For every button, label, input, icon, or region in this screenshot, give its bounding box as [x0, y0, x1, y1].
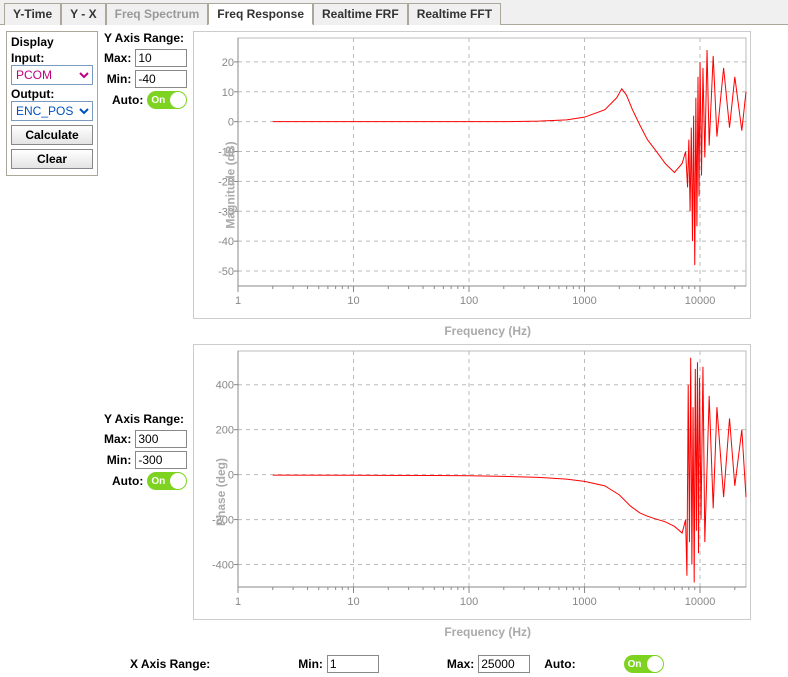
- mag-max-input[interactable]: [135, 49, 187, 67]
- xrange-title: X Axis Range:: [130, 657, 210, 671]
- svg-text:100: 100: [460, 596, 478, 608]
- tab-y-time[interactable]: Y-Time: [4, 3, 61, 25]
- magnitude-chart: Magnitude (dB) -50-40-30-20-100102011010…: [193, 31, 782, 338]
- phase-range-title: Y Axis Range:: [104, 412, 187, 426]
- svg-text:400: 400: [216, 380, 234, 392]
- mag-min-input[interactable]: [135, 70, 187, 88]
- svg-text:10000: 10000: [685, 295, 716, 307]
- svg-text:10000: 10000: [685, 596, 716, 608]
- mag-auto-label: Auto:: [112, 93, 143, 107]
- mag-range-title: Y Axis Range:: [104, 31, 187, 45]
- input-label: Input:: [11, 51, 93, 65]
- xrange-min-input[interactable]: [327, 655, 379, 673]
- phase-min-label: Min:: [107, 453, 132, 467]
- svg-text:10: 10: [348, 596, 360, 608]
- tab-bar: Y-TimeY - XFreq SpectrumFreq ResponseRea…: [0, 0, 788, 25]
- xrange-min-label: Min:: [298, 657, 323, 671]
- xrange-max-label: Max:: [447, 657, 474, 671]
- display-panel: Display Input: PCOM Output: ENC_POS Calc…: [6, 31, 98, 176]
- svg-text:20: 20: [222, 57, 234, 69]
- svg-text:200: 200: [216, 425, 234, 437]
- tab-realtime-fft[interactable]: Realtime FFT: [408, 3, 501, 25]
- phase-range-panel: Y Axis Range: Max: Min: Auto: On: [104, 412, 187, 493]
- mag-ylabel: Magnitude (dB): [224, 141, 238, 228]
- tab-freq-response[interactable]: Freq Response: [208, 3, 313, 25]
- mag-xlabel: Frequency (Hz): [193, 324, 782, 338]
- phase-max-input[interactable]: [135, 430, 187, 448]
- svg-text:0: 0: [228, 117, 234, 129]
- tab-y-x[interactable]: Y - X: [61, 3, 105, 25]
- calculate-button[interactable]: Calculate: [11, 125, 93, 145]
- xrange-auto-toggle[interactable]: On: [624, 655, 664, 673]
- tab-freq-spectrum: Freq Spectrum: [106, 3, 209, 25]
- phase-max-label: Max:: [104, 432, 131, 446]
- phase-auto-toggle[interactable]: On: [147, 472, 187, 490]
- mag-auto-toggle[interactable]: On: [147, 91, 187, 109]
- svg-text:10: 10: [222, 87, 234, 99]
- mag-max-label: Max:: [104, 51, 131, 65]
- svg-text:1: 1: [235, 596, 241, 608]
- phase-auto-label: Auto:: [112, 474, 143, 488]
- xrange-max-input[interactable]: [478, 655, 530, 673]
- mag-range-panel: Y Axis Range: Max: Min: Auto: On: [104, 31, 187, 112]
- svg-text:-50: -50: [218, 266, 234, 278]
- svg-text:-400: -400: [212, 560, 234, 572]
- phase-chart: Phase (deg) -400-20002004001101001000100…: [193, 344, 782, 639]
- output-select[interactable]: ENC_POS: [11, 101, 93, 121]
- phase-min-input[interactable]: [135, 451, 187, 469]
- mag-min-label: Min:: [107, 72, 132, 86]
- x-range-panel: X Axis Range: Min: Max: Auto: On: [0, 651, 788, 677]
- svg-text:10: 10: [348, 295, 360, 307]
- svg-text:1000: 1000: [573, 295, 597, 307]
- svg-text:1000: 1000: [573, 596, 597, 608]
- svg-text:1: 1: [235, 295, 241, 307]
- xrange-auto-label: Auto:: [544, 657, 575, 671]
- input-select[interactable]: PCOM: [11, 65, 93, 85]
- svg-text:0: 0: [228, 470, 234, 482]
- display-title: Display: [11, 35, 93, 49]
- output-label: Output:: [11, 87, 93, 101]
- svg-text:100: 100: [460, 295, 478, 307]
- phase-xlabel: Frequency (Hz): [193, 625, 782, 639]
- svg-text:-40: -40: [218, 236, 234, 248]
- clear-button[interactable]: Clear: [11, 149, 93, 169]
- tab-realtime-frf[interactable]: Realtime FRF: [313, 3, 408, 25]
- phase-ylabel: Phase (deg): [214, 457, 228, 525]
